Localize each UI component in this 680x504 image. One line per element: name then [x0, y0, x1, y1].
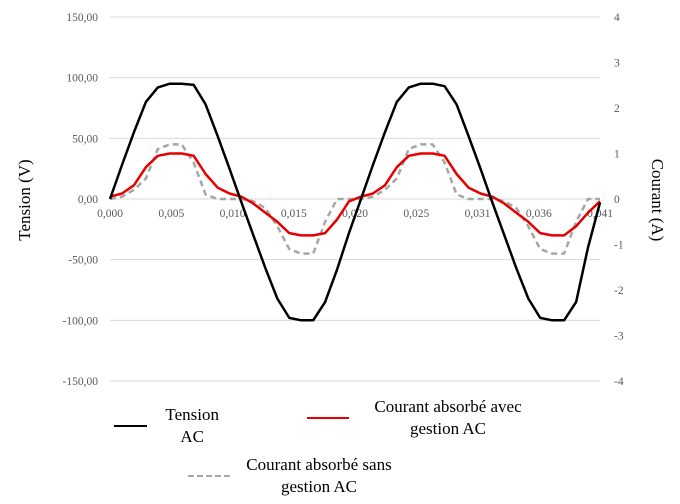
y2-tick-labels: 4 3 2 1 0 -1 -2 -3 -4 [614, 12, 624, 388]
y-tick-label: 0,00 [78, 194, 98, 206]
y2-tick-label: 3 [614, 58, 620, 70]
legend-item-sans: Courant absorbé sans gestion AC [188, 454, 394, 498]
y2-tick-label: -1 [614, 240, 624, 252]
legend-swatch-sans [188, 475, 230, 477]
y2-tick-label: 1 [614, 149, 620, 161]
x-tick-label: 0,015 [281, 208, 307, 220]
legend-swatch-tension [114, 425, 147, 427]
y2-tick-label: -4 [614, 376, 624, 388]
y2-axis-title: Courant (A) [648, 159, 667, 242]
legend-item-avec: Courant absorbé avec gestion AC [307, 396, 533, 440]
series-lines [110, 84, 600, 321]
legend-label-sans: Courant absorbé sans gestion AC [244, 454, 394, 498]
y2-tick-label: 4 [614, 12, 620, 24]
legend-item-tension: Tension AC [114, 404, 224, 448]
x-tick-label: 0,031 [465, 208, 491, 220]
y-tick-label: 50,00 [72, 133, 98, 145]
series-line-1 [110, 154, 600, 236]
legend-label-tension: Tension AC [161, 404, 224, 448]
y2-tick-label: 0 [614, 194, 620, 206]
x-tick-label: 0,010 [220, 208, 246, 220]
y2-tick-label: -2 [614, 285, 624, 297]
y-tick-labels: 150,00 100,00 50,00 0,00 -50,00 -100,00 -150,0… [63, 12, 99, 388]
y2-tick-label: 2 [614, 103, 620, 115]
x-tick-label: 0,005 [158, 208, 184, 220]
legend-label-avec: Courant absorbé avec gestion AC [363, 396, 533, 440]
y-tick-label: -150,00 [63, 376, 99, 388]
x-tick-label: 0,025 [403, 208, 429, 220]
x-tick-label: 0,000 [97, 208, 123, 220]
series-line-0 [110, 84, 600, 321]
y-tick-label: -100,00 [63, 315, 99, 327]
x-tick-label: 0,036 [526, 208, 552, 220]
y-tick-label: 150,00 [66, 12, 98, 24]
y2-tick-label: -3 [614, 331, 624, 343]
y-tick-label: 100,00 [66, 73, 98, 85]
y-tick-label: -50,00 [68, 255, 98, 267]
legend-swatch-avec [307, 417, 349, 419]
y-axis-title: Tension (V) [15, 159, 34, 240]
